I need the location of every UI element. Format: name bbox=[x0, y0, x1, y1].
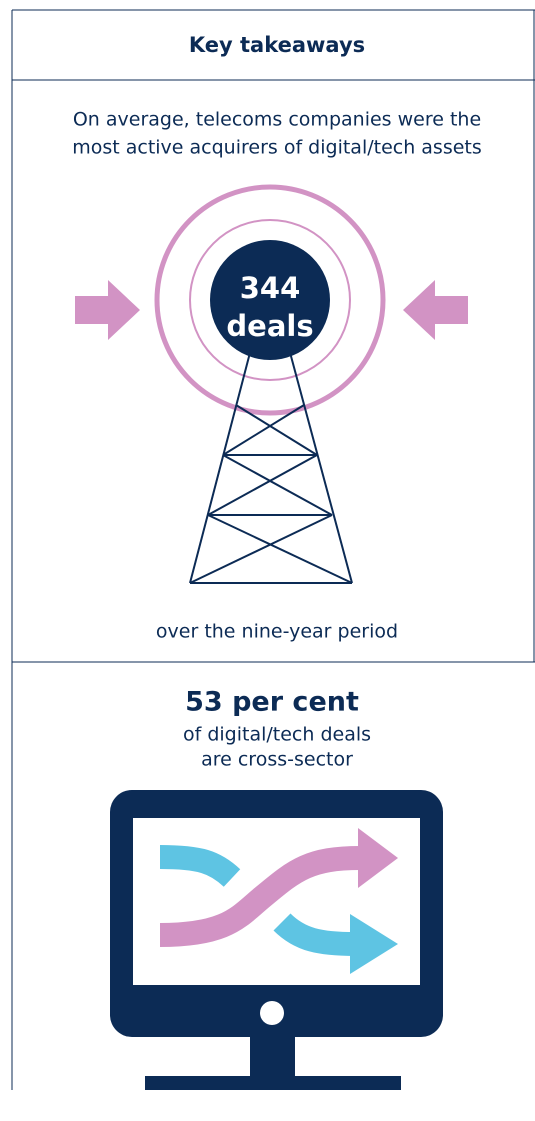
body-line: are cross-sector bbox=[201, 749, 353, 771]
tower-icon bbox=[75, 184, 468, 584]
section-footer: over the nine-year period bbox=[156, 621, 398, 643]
badge-unit: deals bbox=[226, 309, 313, 343]
body-line: of digital/tech deals bbox=[183, 724, 371, 746]
intro-line: On average, telecoms companies were the bbox=[73, 109, 481, 131]
headline: 53 per cent bbox=[185, 687, 359, 718]
intro-line: most active acquirers of digital/tech as… bbox=[72, 137, 482, 159]
title: Key takeaways bbox=[189, 33, 365, 57]
monitor-icon bbox=[110, 790, 443, 1090]
frame bbox=[11, 9, 535, 1090]
badge-number: 344 bbox=[240, 271, 301, 305]
